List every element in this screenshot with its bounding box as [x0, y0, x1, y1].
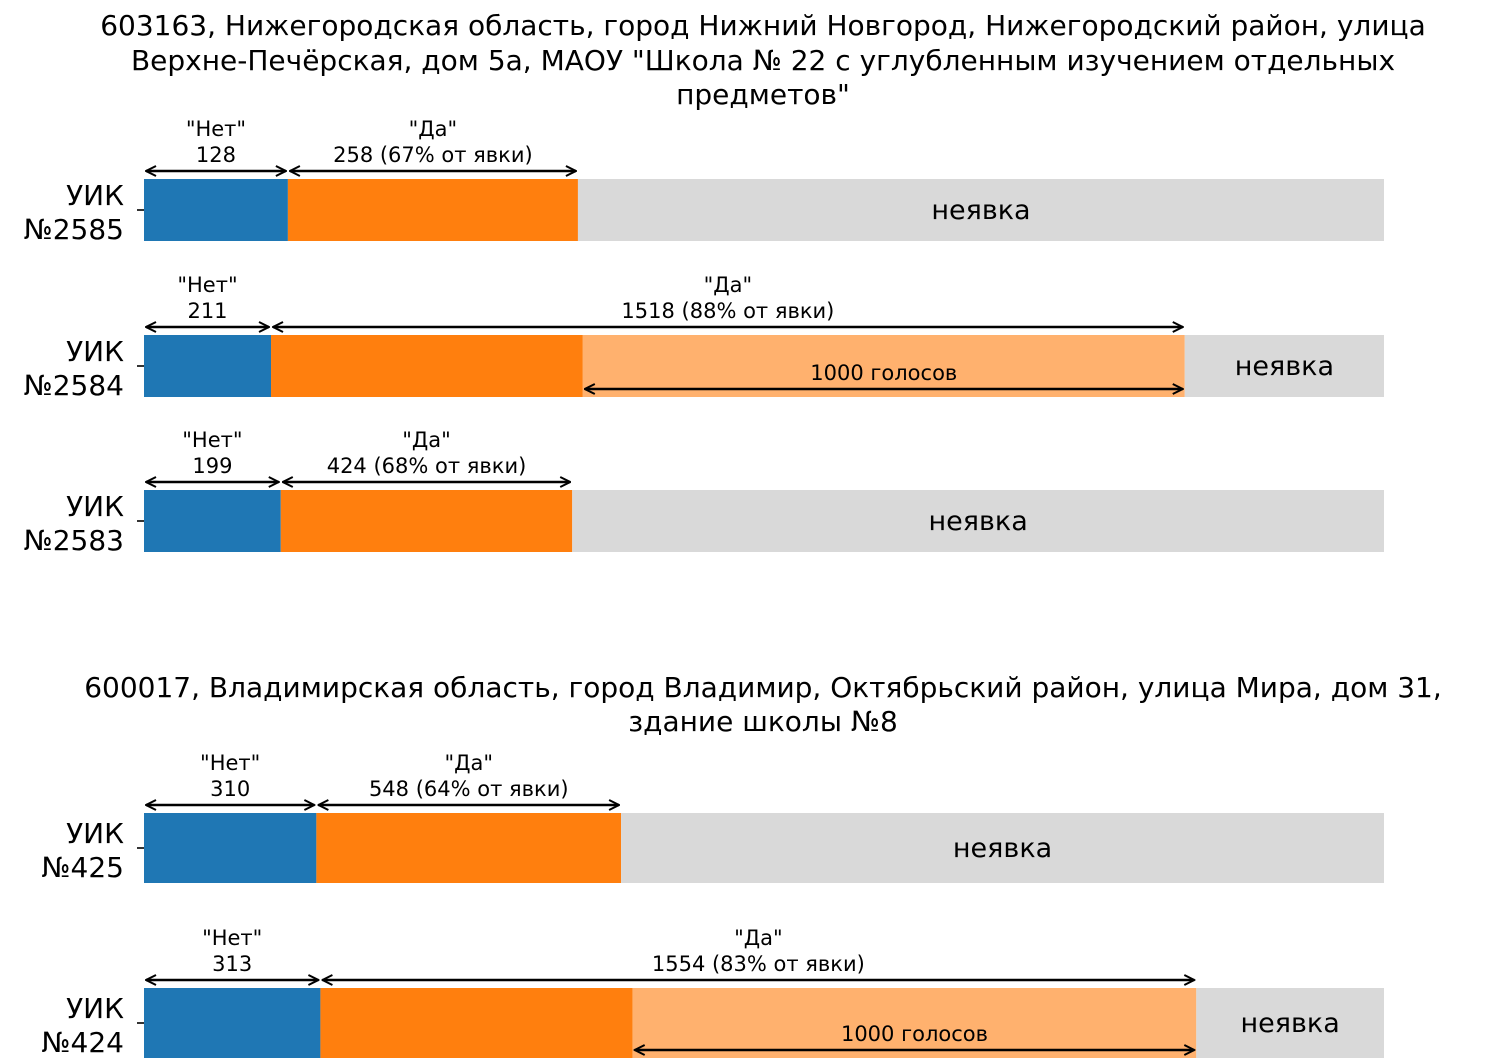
excess-label: 1000 голосов: [810, 361, 957, 385]
yes-label: "Да": [704, 273, 753, 297]
bar-row: неявка "Нет"310 "Да"548 (64% от явки) УИК№4…: [41, 751, 1384, 884]
chart-title: Верхне-Печёрская, дом 5а, МАОУ "Школа № …: [131, 44, 1395, 77]
absent-label: неявка: [928, 506, 1027, 537]
bar-segment-absent: [1196, 988, 1384, 1058]
no-value: 211: [187, 299, 227, 323]
bar-segment-absent: [572, 490, 1384, 552]
bar-segment-absent: [577, 179, 1384, 241]
uik-label: УИК: [66, 179, 124, 212]
absent-label: неявка: [1241, 1008, 1340, 1039]
yes-value: 424 (68% от явки): [327, 454, 527, 478]
bar-row: неявка 1000 голосов "Нет"313 "Да"1554 (83% …: [41, 926, 1384, 1059]
yes-value: 1554 (83% от явки): [652, 952, 865, 976]
bar-row: неявка "Нет"199 "Да"424 (68% от явки) УИК№2…: [24, 428, 1384, 557]
bar-segment-no: [144, 988, 321, 1058]
yes-value: 548 (64% от явки): [369, 777, 569, 801]
no-label: "Нет": [200, 751, 260, 775]
uik-number: №2585: [24, 213, 124, 246]
bar-row: неявка 1000 голосов "Нет"211 "Да"1518 (88% …: [24, 273, 1384, 402]
no-value: 199: [192, 454, 232, 478]
bar-segment-yes: [316, 813, 622, 883]
bar-segment-yes: [280, 490, 573, 552]
no-label: "Нет": [202, 926, 262, 950]
bar-segment-no: [144, 490, 281, 552]
yes-label: "Да": [444, 751, 493, 775]
no-label: "Нет": [186, 117, 246, 141]
bar-segment-absent: [1184, 335, 1384, 397]
uik-label: УИК: [66, 992, 124, 1025]
absent-label: неявка: [953, 833, 1052, 864]
bar-segment-yes: [320, 988, 633, 1058]
no-value: 310: [210, 777, 250, 801]
chart-panel: 603163, Нижегородская область, город Ниж…: [24, 9, 1426, 557]
bar-segment-no: [144, 179, 288, 241]
yes-label: "Да": [734, 926, 783, 950]
uik-number: №2583: [24, 524, 124, 557]
bar-segment-absent: [621, 813, 1384, 883]
uik-number: №425: [41, 851, 124, 884]
bar-segment-yes: [271, 335, 583, 397]
absent-label: неявка: [931, 195, 1030, 226]
yes-value: 1518 (88% от явки): [621, 299, 834, 323]
uik-label: УИК: [66, 335, 124, 368]
uik-number: №2584: [24, 369, 124, 402]
chart-panel: 600017, Владимирская область, город Влад…: [41, 671, 1441, 1059]
bar-row: неявка "Нет"128 "Да"258 (67% от явки) УИК№2…: [24, 117, 1384, 246]
uik-number: №424: [41, 1026, 124, 1059]
uik-label: УИК: [66, 490, 124, 523]
yes-value: 258 (67% от явки): [333, 143, 533, 167]
bar-segment-yes: [287, 179, 578, 241]
yes-label: "Да": [402, 428, 451, 452]
no-value: 313: [212, 952, 252, 976]
bar-segment-no: [144, 335, 272, 397]
bar-segment-no: [144, 813, 317, 883]
no-label: "Нет": [177, 273, 237, 297]
chart-title: предметов": [676, 78, 850, 111]
uik-label: УИК: [66, 817, 124, 850]
yes-label: "Да": [409, 117, 458, 141]
no-value: 128: [196, 143, 236, 167]
excess-label: 1000 голосов: [841, 1022, 988, 1046]
absent-label: неявка: [1235, 351, 1334, 382]
no-label: "Нет": [182, 428, 242, 452]
chart-title: 603163, Нижегородская область, город Ниж…: [100, 9, 1426, 42]
chart-title: 600017, Владимирская область, город Влад…: [84, 671, 1442, 704]
chart-title: здание школы №8: [628, 705, 898, 738]
